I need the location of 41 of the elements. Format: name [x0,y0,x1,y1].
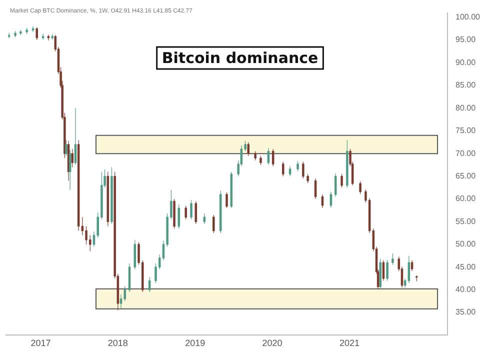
x-tick-label: 2019 [185,338,206,348]
candlestick [282,161,284,177]
y-tick-label: 95.00 [456,35,476,44]
candlestick [359,180,362,194]
candlestick [190,200,192,220]
candlestick [184,205,187,220]
candlestick [386,260,388,282]
text: Bitcoin dominance [162,48,318,67]
y-tick-label: 100.00 [456,12,481,22]
candlestick [36,27,38,40]
x-tick-label: 2020 [262,338,282,348]
candlestick [340,174,343,188]
x-tick-label: 2021 [339,338,360,348]
y-tick-label: 55.00 [456,216,476,226]
y-tick-label: 50.00 [456,240,476,249]
candlestick [392,253,394,266]
candlestick [71,148,74,168]
y-tick-label: 35.00 [456,308,476,317]
candlestick [288,166,292,177]
candlestick [302,161,304,179]
candlestick [306,174,309,184]
y-tick-label: 75.00 [456,126,476,136]
candlestick [382,260,385,282]
x-tick-label: 2017 [30,338,51,348]
candlestick [260,156,262,166]
candlestick [296,160,299,172]
y-tick-label: 65.00 [456,171,476,180]
candlestick [212,214,215,234]
x-tick-label: 2018 [108,338,128,348]
y-tick-label: 90.00 [456,58,476,67]
y-tick-label: 70.00 [456,148,476,158]
y-tick-label: 80.00 [456,103,476,112]
candlestick [254,150,256,161]
y-tick-label: 85.00 [456,80,476,90]
y-tick-label: 45.00 [456,262,476,272]
candlestick [226,192,228,208]
candlestick [247,142,250,156]
candlestick [124,286,126,302]
candlestick [85,226,88,245]
y-tick-label: 60.00 [456,194,476,204]
y-tick-label: 40.00 [456,284,476,294]
